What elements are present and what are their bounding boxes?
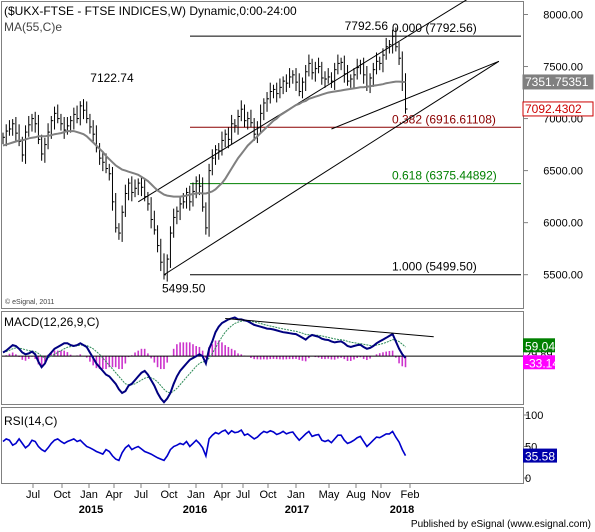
macd-label: MACD(12,26,9,C)	[4, 315, 99, 329]
price-annotation: 7792.56	[345, 19, 389, 33]
fib-level-label: 0.618 (6375.44892)	[392, 169, 497, 183]
rsi-tick-label: 100	[525, 410, 543, 422]
time-month-label: Feb	[401, 489, 420, 501]
fib-level-label: 0.382 (6916.61108)	[392, 112, 496, 126]
price-tick-label: 5500.00	[543, 270, 583, 282]
time-month-label: Apr	[213, 489, 230, 501]
publisher: Published by eSignal (www.esignal.com)	[411, 519, 591, 530]
macd-value-label: -33.14	[525, 356, 559, 370]
time-month-label: Aug	[346, 489, 366, 501]
macd-layer	[2, 316, 523, 404]
price-tick-label: 6000.00	[543, 218, 583, 230]
time-month-label: Jul	[26, 489, 40, 501]
rsi-current-box	[523, 448, 557, 463]
price-tick-label: 8000.00	[543, 9, 583, 21]
time-year-label: 2017	[285, 504, 309, 516]
rsi-tick-label: 0	[525, 473, 531, 485]
price-tick-label: 7500.00	[543, 62, 583, 74]
price-layer: 0.000 (7792.56) 0.382 (6916.61108) 0.618 (…	[2, 0, 521, 296]
rsi-panel-frame	[1, 407, 524, 484]
fib-level-label: 1.000 (5499.50)	[392, 260, 477, 274]
time-month-label: Jul	[134, 489, 148, 501]
time-month-label: Jul	[236, 489, 250, 501]
time-year-label: 2016	[183, 504, 207, 516]
price-tick-label: 6500.00	[543, 166, 583, 178]
channel-line-upper	[137, 0, 468, 203]
chart-title: ($UKX-FTSE - FTSE INDICES,W) Dynamic,0:0…	[4, 4, 297, 18]
macd-trendline	[225, 317, 434, 338]
time-month-label: Apr	[105, 489, 122, 501]
rsi-layer	[2, 429, 407, 462]
rsi-line	[2, 429, 407, 462]
channel-line-inner	[331, 60, 500, 130]
price-current-label: 7351.75351	[525, 75, 589, 89]
macd-value-label: 59.04	[525, 339, 555, 353]
price-annotation: 7122.74	[90, 71, 134, 85]
price-tick-label: 7000.00	[543, 114, 583, 126]
price-current-label: 7092.4302	[525, 102, 582, 116]
time-month-label: Oct	[160, 489, 177, 501]
time-month-label: Oct	[53, 489, 70, 501]
time-year-label: 2015	[79, 504, 103, 516]
ma-label: MA(55,C)e	[4, 20, 62, 34]
time-month-label: Jan	[287, 489, 305, 501]
price-current-box	[522, 74, 594, 90]
rsi-current-label: 35.58	[525, 450, 555, 464]
macd-value-box	[523, 338, 555, 353]
time-month-label: Jan	[80, 489, 98, 501]
axis-layer: 5500.00 6000.00 6500.00 7000.00 7500.00 8000.…	[26, 9, 594, 516]
channel-line-lower	[163, 60, 500, 276]
copyright: © eSignal, 2011	[5, 298, 55, 306]
price-panel-frame	[1, 1, 524, 309]
macd-line	[2, 316, 407, 404]
price-annotation: 5499.50	[162, 282, 206, 296]
price-current-box	[522, 101, 594, 117]
macd-value-box	[523, 355, 555, 370]
rsi-label: RSI(14,C)	[4, 414, 57, 428]
fib-level-label: 0.000 (7792.56)	[392, 21, 477, 35]
time-month-label: May	[319, 489, 340, 501]
ma-line	[2, 80, 406, 198]
time-month-label: Jan	[187, 489, 205, 501]
time-month-label: Oct	[259, 489, 276, 501]
time-month-label: Nov	[371, 489, 391, 501]
time-year-label: 2018	[390, 504, 414, 516]
